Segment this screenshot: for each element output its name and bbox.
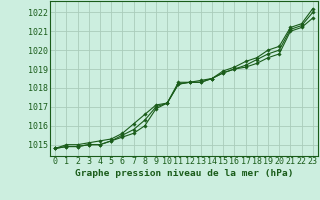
X-axis label: Graphe pression niveau de la mer (hPa): Graphe pression niveau de la mer (hPa) [75, 169, 293, 178]
